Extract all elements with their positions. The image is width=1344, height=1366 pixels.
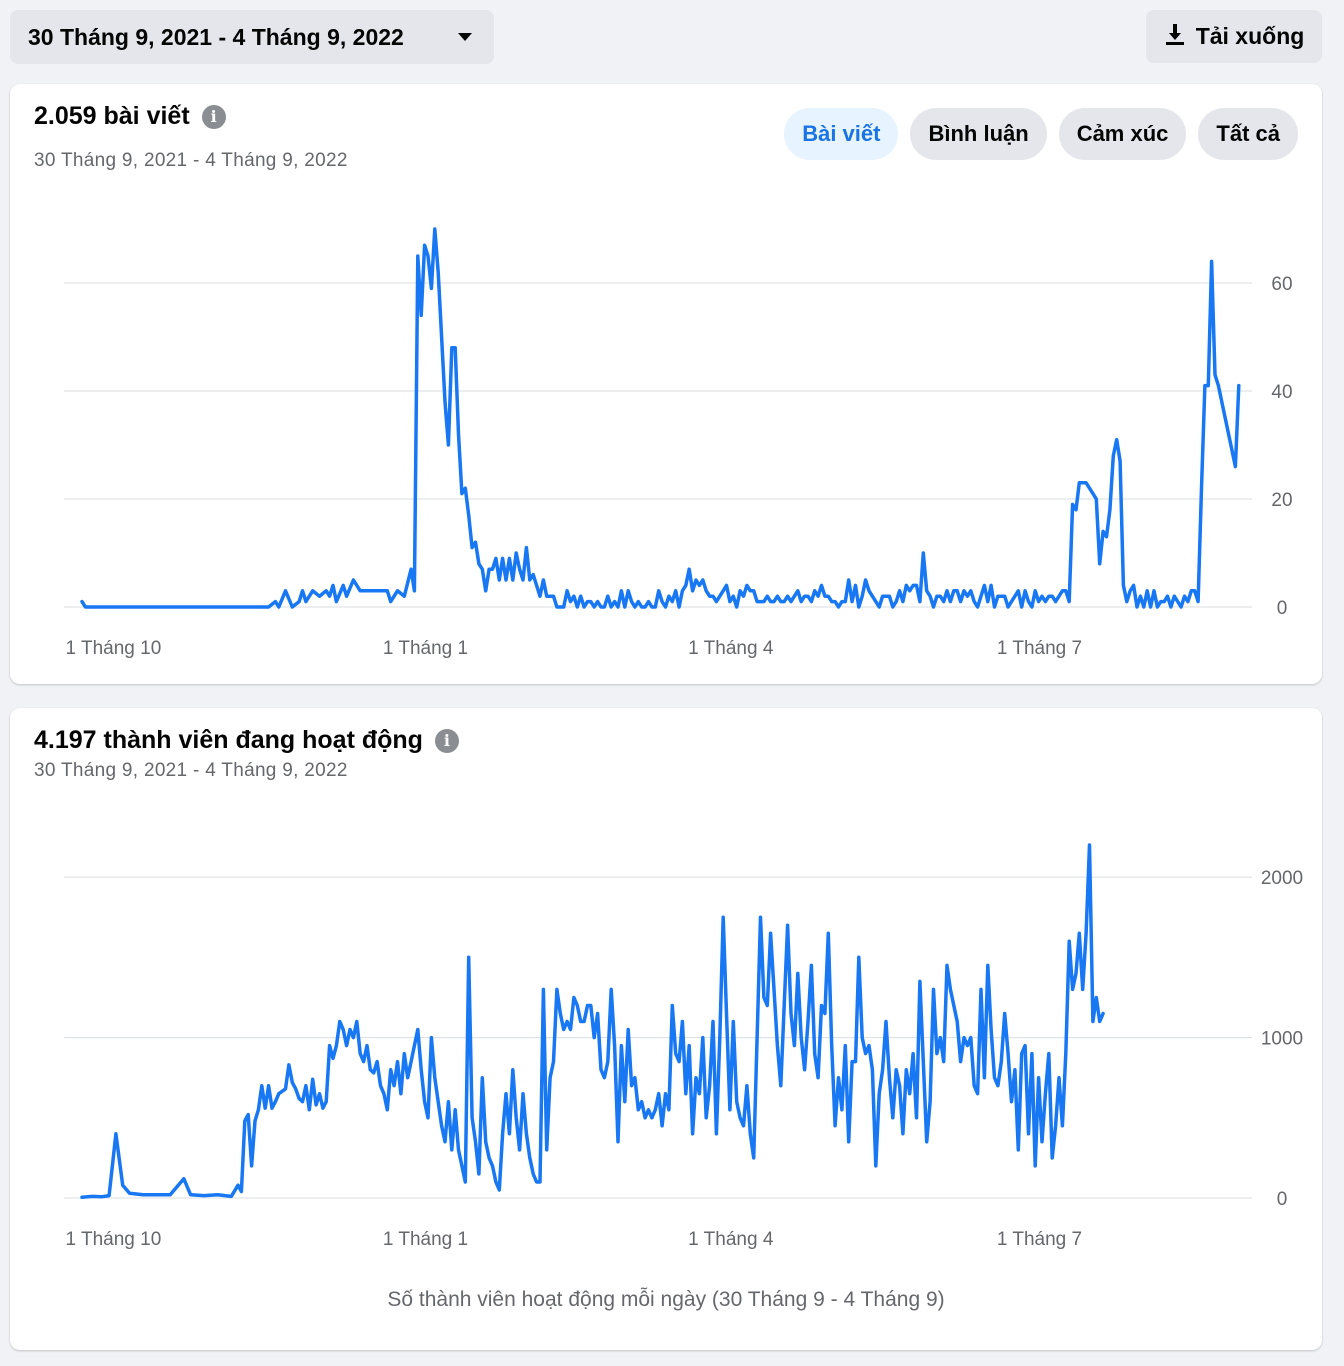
x-tick-label: 1 Tháng 4 [688, 1229, 774, 1250]
chevron-down-icon [458, 33, 472, 41]
posts-line-chart: 0 20 40 60 1 Tháng 10 1 Tháng 1 1 Tháng 4 1 Thá… [64, 227, 1293, 659]
download-button[interactable]: Tải xuống [1146, 10, 1322, 63]
y-tick-label: 40 [1271, 382, 1292, 403]
series-line [80, 227, 1241, 609]
y-tick-label: 60 [1271, 274, 1292, 295]
y-tick-label: 1000 [1261, 1029, 1303, 1050]
tab-all[interactable]: Tất cả [1198, 108, 1298, 160]
series-line [80, 843, 1105, 1199]
active-members-card: 4.197 thành viên đang hoạt động i 30 Thá… [10, 708, 1322, 1350]
x-tick-label: 1 Tháng 7 [997, 1229, 1082, 1250]
date-range-selector[interactable]: 30 Tháng 9, 2021 - 4 Tháng 9, 2022 [10, 10, 494, 64]
y-tick-label: 0 [1277, 598, 1288, 619]
x-tick-label: 1 Tháng 10 [65, 638, 161, 659]
chart-caption: Số thành viên hoạt động mỗi ngày (30 Thá… [387, 1288, 945, 1311]
posts-card: 2.059 bài viết i 30 Tháng 9, 2021 - 4 Th… [10, 84, 1322, 684]
posts-title-row: 2.059 bài viết i [34, 102, 226, 131]
members-title: 4.197 thành viên đang hoạt động [34, 726, 423, 754]
members-subtitle: 30 Tháng 9, 2021 - 4 Tháng 9, 2022 [34, 760, 348, 781]
tab-posts[interactable]: Bài viết [784, 108, 899, 160]
metric-tabs: Bài viết Bình luận Cảm xúc Tất cả [784, 108, 1298, 160]
posts-subtitle: 30 Tháng 9, 2021 - 4 Tháng 9, 2022 [34, 150, 348, 171]
members-line-chart: 0 1000 2000 1 Tháng 10 1 Tháng 1 1 Tháng 4 1 T… [64, 843, 1303, 1250]
y-tick-label: 20 [1271, 490, 1292, 511]
x-tick-label: 1 Tháng 1 [383, 638, 468, 659]
x-tick-label: 1 Tháng 10 [65, 1229, 161, 1250]
x-tick-label: 1 Tháng 7 [997, 638, 1082, 659]
x-tick-label: 1 Tháng 4 [688, 638, 774, 659]
y-tick-label: 2000 [1261, 868, 1303, 889]
tab-comments[interactable]: Bình luận [910, 108, 1047, 160]
y-tick-label: 0 [1277, 1189, 1288, 1210]
tab-reactions[interactable]: Cảm xúc [1058, 108, 1187, 160]
info-icon[interactable]: i [434, 728, 459, 753]
info-icon[interactable]: i [201, 104, 226, 129]
x-tick-label: 1 Tháng 1 [383, 1229, 468, 1250]
members-title-row: 4.197 thành viên đang hoạt động i [34, 726, 459, 755]
download-label: Tải xuống [1195, 23, 1305, 49]
date-range-label: 30 Tháng 9, 2021 - 4 Tháng 9, 2022 [28, 23, 404, 50]
posts-title: 2.059 bài viết [34, 102, 190, 130]
download-icon [1164, 22, 1186, 52]
